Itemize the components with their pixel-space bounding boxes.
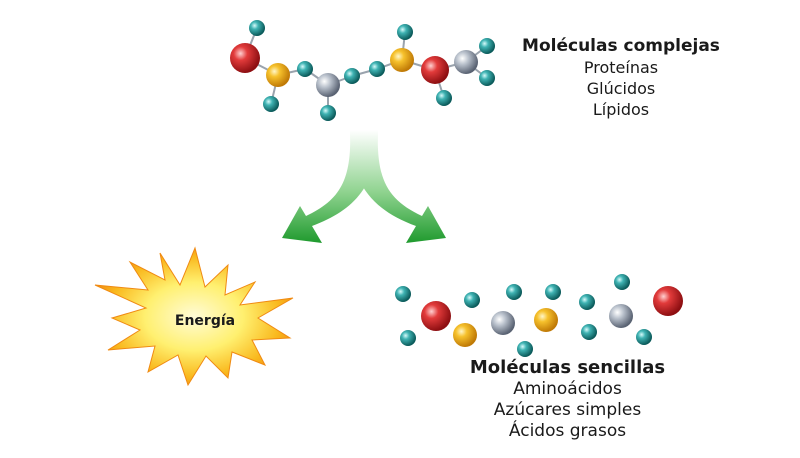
energy-sun bbox=[94, 246, 294, 387]
hydrogen-atom bbox=[614, 274, 630, 290]
nitrogen-atom bbox=[454, 50, 478, 74]
simple-molecules bbox=[395, 274, 683, 357]
hydrogen-atom bbox=[436, 90, 452, 106]
carbon-atom bbox=[534, 308, 558, 332]
simple-item-fatty-acids: Ácidos grasos bbox=[508, 421, 627, 441]
hydrogen-atom bbox=[320, 105, 336, 121]
hydrogen-atom bbox=[506, 284, 522, 300]
hydrogen-atom bbox=[545, 284, 561, 300]
complex-molecule-atoms bbox=[230, 20, 495, 121]
hydrogen-atom bbox=[369, 61, 385, 77]
complex-item-proteins: Proteínas bbox=[583, 58, 659, 77]
nitrogen-atom bbox=[316, 73, 340, 97]
hydrogen-atom bbox=[297, 61, 313, 77]
complex-molecules-label: Moléculas complejas Proteínas Glúcidos L… bbox=[505, 35, 737, 120]
simple-item-amino-acids: Aminoácidos bbox=[513, 379, 622, 399]
carbon-atom bbox=[453, 323, 477, 347]
hydrogen-atom bbox=[249, 20, 265, 36]
arrow-right bbox=[350, 130, 446, 243]
split-arrow bbox=[282, 130, 446, 243]
hydrogen-atom bbox=[636, 329, 652, 345]
hydrogen-atom bbox=[263, 96, 279, 112]
oxygen-atom bbox=[653, 286, 683, 316]
oxygen-atom bbox=[421, 56, 449, 84]
complex-item-glucids: Glúcidos bbox=[586, 79, 656, 98]
simple-molecules-title: Moléculas sencillas bbox=[469, 357, 666, 378]
hydrogen-atom bbox=[344, 68, 360, 84]
oxygen-atom bbox=[421, 301, 451, 331]
hydrogen-atom bbox=[464, 292, 480, 308]
hydrogen-atom bbox=[579, 294, 595, 310]
simple-item-simple-sugars: Azúcares simples bbox=[493, 400, 642, 420]
complex-item-lipids: Lípidos bbox=[592, 100, 650, 119]
carbon-atom bbox=[266, 63, 290, 87]
carbon-atom bbox=[390, 48, 414, 72]
hydrogen-atom bbox=[397, 24, 413, 40]
hydrogen-atom bbox=[395, 286, 411, 302]
energy-label: Energía bbox=[174, 313, 236, 329]
nitrogen-atom bbox=[609, 304, 633, 328]
oxygen-atom bbox=[230, 43, 260, 73]
hydrogen-atom bbox=[581, 324, 597, 340]
hydrogen-atom bbox=[479, 70, 495, 86]
hydrogen-atom bbox=[517, 341, 533, 357]
hydrogen-atom bbox=[479, 38, 495, 54]
sun-burst-shape bbox=[94, 246, 294, 387]
hydrogen-atom bbox=[400, 330, 416, 346]
complex-molecules-title: Moléculas complejas bbox=[522, 36, 720, 56]
nitrogen-atom bbox=[491, 311, 515, 335]
simple-molecules-label: Moléculas sencillas Aminoácidos Azúcares… bbox=[455, 357, 680, 442]
